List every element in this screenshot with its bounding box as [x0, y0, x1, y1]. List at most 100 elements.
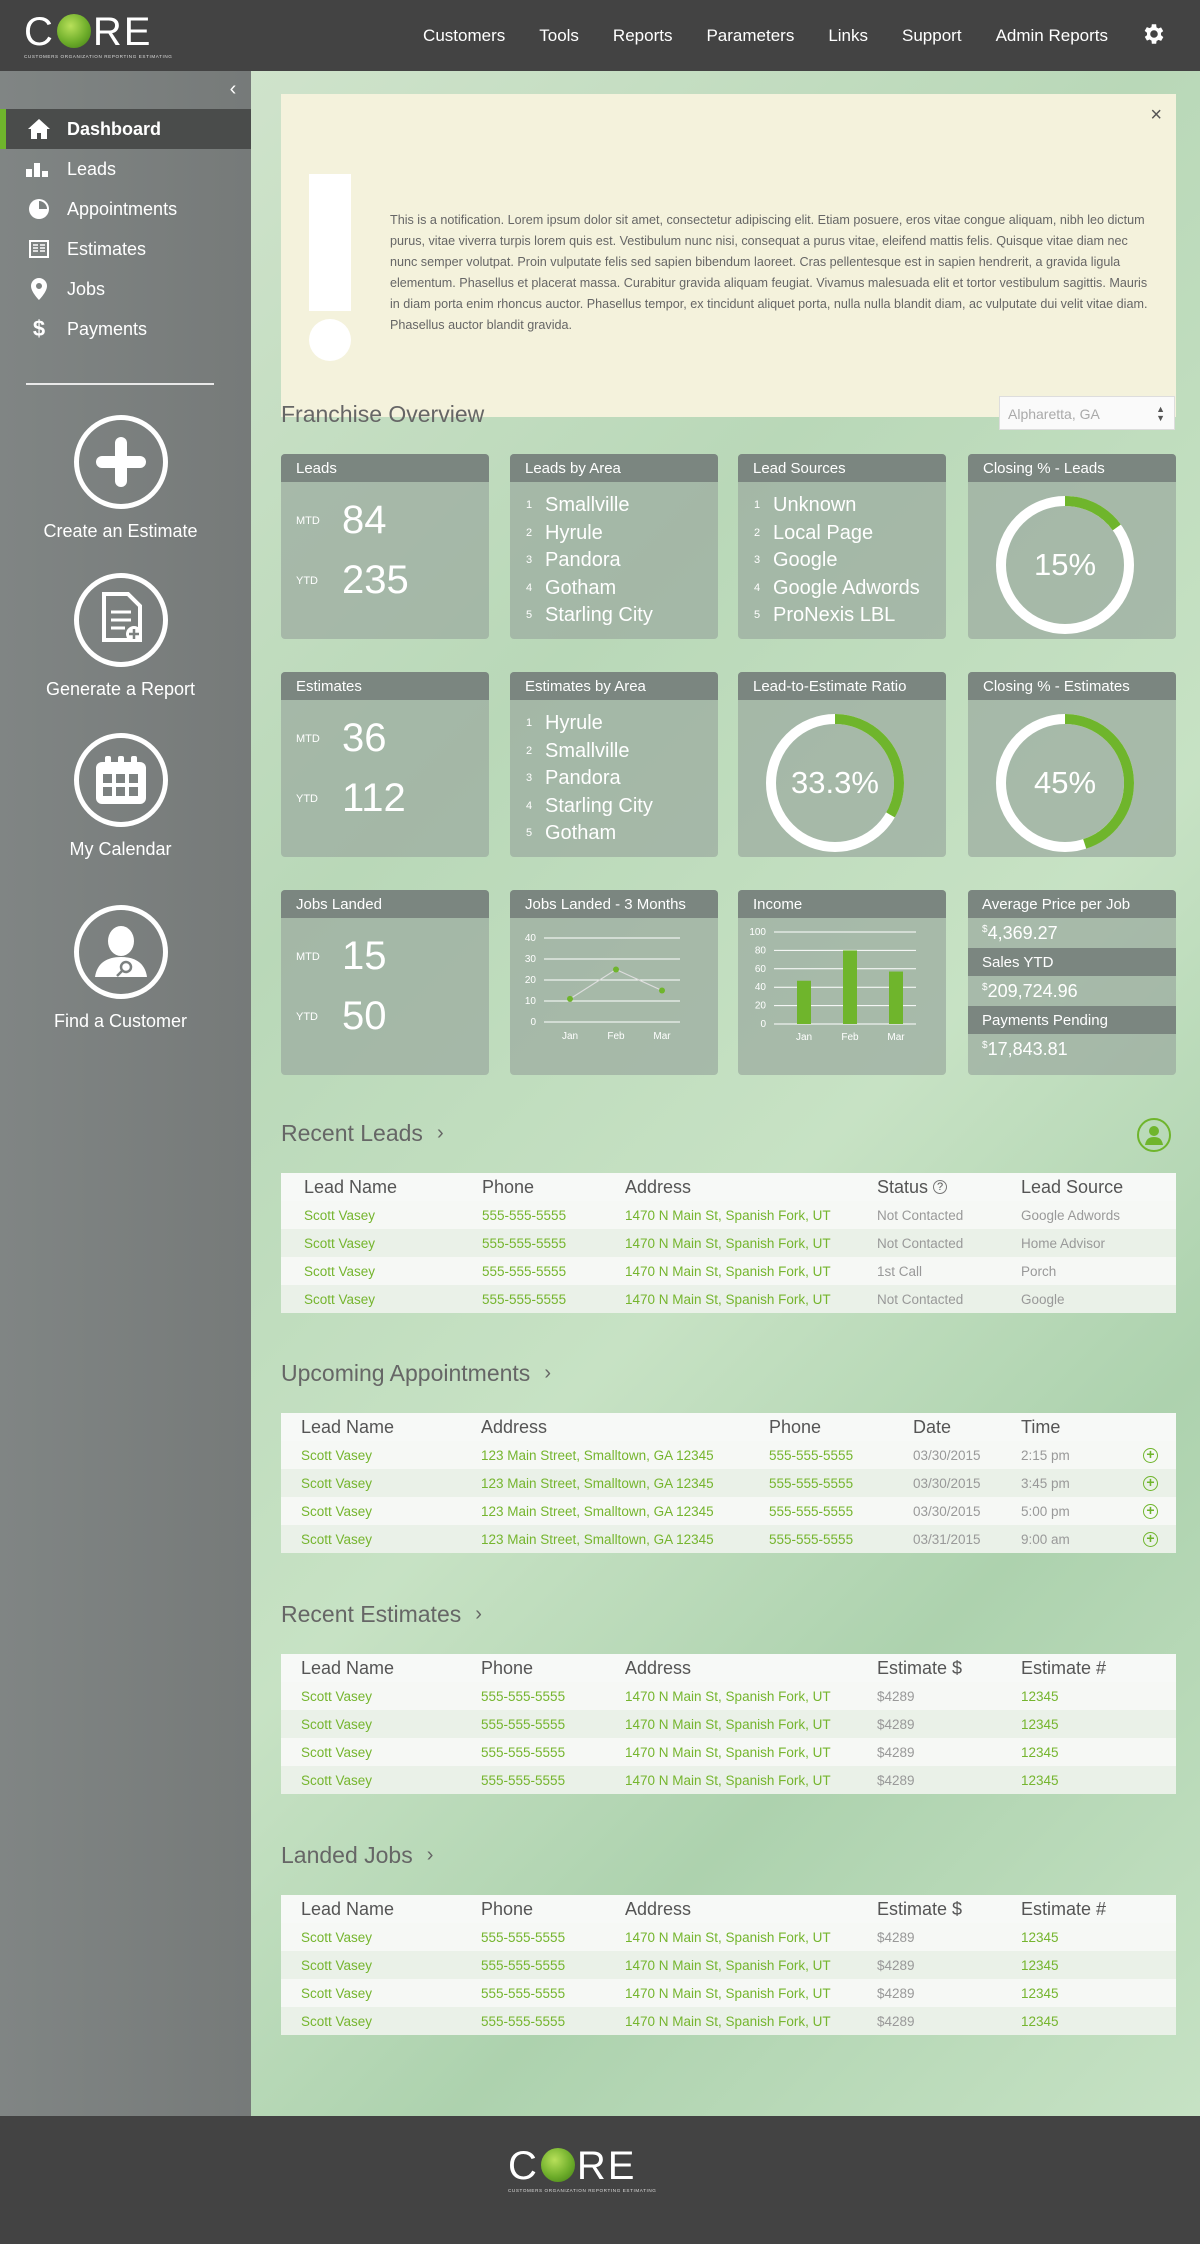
table-row[interactable]: Scott Vasey 123 Main Street, Smalltown, G…	[281, 1441, 1176, 1469]
estimate-number-link[interactable]: 12345	[1021, 1985, 1059, 2001]
address-link[interactable]: 1470 N Main St, Spanish Fork, UT	[625, 1688, 831, 1704]
lead-name-link[interactable]: Scott Vasey	[304, 1263, 376, 1279]
address-link[interactable]: 1470 N Main St, Spanish Fork, UT	[625, 1929, 831, 1945]
address-link[interactable]: 1470 N Main St, Spanish Fork, UT	[625, 1291, 831, 1307]
recent-leads-link[interactable]: Recent Leads ›	[281, 1120, 444, 1146]
phone-link[interactable]: 555-555-5555	[482, 1207, 567, 1223]
sidebar-item-leads[interactable]: Leads	[0, 149, 251, 189]
lead-name-link[interactable]: Scott Vasey	[301, 1957, 373, 1973]
add-lead-person-icon[interactable]	[1137, 1118, 1171, 1152]
address-link[interactable]: 1470 N Main St, Spanish Fork, UT	[625, 2013, 831, 2029]
phone-link[interactable]: 555-555-5555	[481, 1688, 566, 1704]
sidebar-item-payments[interactable]: $ Payments	[0, 309, 251, 349]
phone-link[interactable]: 555-555-5555	[481, 1716, 566, 1732]
phone-link[interactable]: 555-555-5555	[481, 1772, 566, 1788]
lead-name-link[interactable]: Scott Vasey	[304, 1291, 376, 1307]
address-link[interactable]: 1470 N Main St, Spanish Fork, UT	[625, 1263, 831, 1279]
lead-name-link[interactable]: Scott Vasey	[301, 1447, 373, 1463]
lead-name-link[interactable]: Scott Vasey	[301, 1929, 373, 1945]
create-estimate-button[interactable]: Create an Estimate	[0, 415, 241, 542]
lead-name-link[interactable]: Scott Vasey	[301, 1503, 373, 1519]
generate-report-button[interactable]: Generate a Report	[0, 573, 241, 700]
table-row[interactable]: Scott Vasey 123 Main Street, Smalltown, G…	[281, 1525, 1176, 1553]
landed-jobs-link[interactable]: Landed Jobs ›	[281, 1842, 434, 1868]
estimate-number-link[interactable]: 12345	[1021, 1929, 1059, 1945]
estimate-number-link[interactable]: 12345	[1021, 1688, 1059, 1704]
lead-name-link[interactable]: Scott Vasey	[301, 1531, 373, 1547]
phone-link[interactable]: 555-555-5555	[481, 2013, 566, 2029]
nav-support[interactable]: Support	[902, 25, 962, 45]
estimate-number-link[interactable]: 12345	[1021, 1744, 1059, 1760]
table-row[interactable]: Scott Vasey 555-555-5555 1470 N Main St, S…	[281, 1257, 1176, 1285]
phone-link[interactable]: 555-555-5555	[481, 1985, 566, 2001]
add-circle-icon[interactable]: +	[1143, 1531, 1158, 1547]
my-calendar-button[interactable]: My Calendar	[0, 733, 241, 860]
lead-name-link[interactable]: Scott Vasey	[301, 1772, 373, 1788]
add-circle-icon[interactable]: +	[1143, 1447, 1158, 1463]
lead-name-link[interactable]: Scott Vasey	[301, 1475, 373, 1491]
close-icon[interactable]: ×	[1150, 104, 1162, 126]
address-link[interactable]: 1470 N Main St, Spanish Fork, UT	[625, 1985, 831, 2001]
phone-link[interactable]: 555-555-5555	[481, 1929, 566, 1945]
nav-reports[interactable]: Reports	[612, 25, 673, 45]
upcoming-appointments-link[interactable]: Upcoming Appointments ›	[281, 1360, 551, 1386]
lead-name-link[interactable]: Scott Vasey	[304, 1207, 376, 1223]
lead-name-link[interactable]: Scott Vasey	[304, 1235, 376, 1251]
table-row[interactable]: Scott Vasey 555-555-5555 1470 N Main St, S…	[281, 1923, 1176, 1951]
add-circle-icon[interactable]: +	[1143, 1475, 1158, 1491]
nav-links[interactable]: Links	[828, 25, 869, 45]
sidebar-item-estimates[interactable]: Estimates	[0, 229, 251, 269]
sidebar-item-appointments[interactable]: Appointments	[0, 189, 251, 229]
table-row[interactable]: Scott Vasey 555-555-5555 1470 N Main St, S…	[281, 1285, 1176, 1313]
lead-name-link[interactable]: Scott Vasey	[301, 1688, 373, 1704]
address-link[interactable]: 123 Main Street, Smalltown, GA 12345	[481, 1475, 714, 1491]
lead-name-link[interactable]: Scott Vasey	[301, 1744, 373, 1760]
table-row[interactable]: Scott Vasey 555-555-5555 1470 N Main St, S…	[281, 1951, 1176, 1979]
address-link[interactable]: 1470 N Main St, Spanish Fork, UT	[625, 1772, 831, 1788]
phone-link[interactable]: 555-555-5555	[769, 1475, 854, 1491]
table-row[interactable]: Scott Vasey 555-555-5555 1470 N Main St, S…	[281, 1979, 1176, 2007]
table-row[interactable]: Scott Vasey 555-555-5555 1470 N Main St, S…	[281, 1229, 1176, 1257]
estimate-number-link[interactable]: 12345	[1021, 1772, 1059, 1788]
address-link[interactable]: 123 Main Street, Smalltown, GA 12345	[481, 1503, 714, 1519]
table-row[interactable]: Scott Vasey 555-555-5555 1470 N Main St, S…	[281, 1738, 1176, 1766]
chevron-left-icon[interactable]: ‹	[229, 78, 237, 100]
location-select[interactable]: Alpharetta, GA ▲ ▼	[999, 396, 1175, 430]
find-customer-button[interactable]: Find a Customer	[0, 905, 241, 1032]
phone-link[interactable]: 555-555-5555	[769, 1447, 854, 1463]
lead-name-link[interactable]: Scott Vasey	[301, 1985, 373, 2001]
table-row[interactable]: Scott Vasey 555-555-5555 1470 N Main St, S…	[281, 1682, 1176, 1710]
estimate-number-link[interactable]: 12345	[1021, 2013, 1059, 2029]
table-row[interactable]: Scott Vasey 555-555-5555 1470 N Main St, S…	[281, 1201, 1176, 1229]
nav-customers[interactable]: Customers	[423, 25, 506, 45]
lead-name-link[interactable]: Scott Vasey	[301, 1716, 373, 1732]
recent-estimates-link[interactable]: Recent Estimates ›	[281, 1601, 482, 1627]
table-row[interactable]: Scott Vasey 555-555-5555 1470 N Main St, S…	[281, 1766, 1176, 1794]
phone-link[interactable]: 555-555-5555	[481, 1957, 566, 1973]
nav-tools[interactable]: Tools	[539, 25, 579, 45]
table-row[interactable]: Scott Vasey 555-555-5555 1470 N Main St, S…	[281, 1710, 1176, 1738]
core-logo[interactable]: C RE CUSTOMERS ORGANIZATION REPORTING EST…	[24, 10, 173, 59]
address-link[interactable]: 1470 N Main St, Spanish Fork, UT	[625, 1235, 831, 1251]
phone-link[interactable]: 555-555-5555	[769, 1503, 854, 1519]
sidebar-item-dashboard[interactable]: Dashboard	[0, 109, 251, 149]
help-icon[interactable]: ?	[933, 1179, 948, 1194]
sidebar-item-jobs[interactable]: Jobs	[0, 269, 251, 309]
phone-link[interactable]: 555-555-5555	[482, 1291, 567, 1307]
address-link[interactable]: 123 Main Street, Smalltown, GA 12345	[481, 1447, 714, 1463]
address-link[interactable]: 1470 N Main St, Spanish Fork, UT	[625, 1716, 831, 1732]
gear-icon[interactable]	[1141, 21, 1167, 47]
lead-name-link[interactable]: Scott Vasey	[301, 2013, 373, 2029]
table-row[interactable]: Scott Vasey 123 Main Street, Smalltown, G…	[281, 1469, 1176, 1497]
table-row[interactable]: Scott Vasey 123 Main Street, Smalltown, G…	[281, 1497, 1176, 1525]
nav-admin-reports[interactable]: Admin Reports	[995, 25, 1108, 45]
address-link[interactable]: 123 Main Street, Smalltown, GA 12345	[481, 1531, 714, 1547]
phone-link[interactable]: 555-555-5555	[482, 1235, 567, 1251]
address-link[interactable]: 1470 N Main St, Spanish Fork, UT	[625, 1207, 831, 1223]
footer-logo[interactable]: C RE CUSTOMERS ORGANIZATION REPORTING EST…	[508, 2146, 698, 2193]
estimate-number-link[interactable]: 12345	[1021, 1957, 1059, 1973]
address-link[interactable]: 1470 N Main St, Spanish Fork, UT	[625, 1744, 831, 1760]
phone-link[interactable]: 555-555-5555	[481, 1744, 566, 1760]
add-circle-icon[interactable]: +	[1143, 1503, 1158, 1519]
phone-link[interactable]: 555-555-5555	[769, 1531, 854, 1547]
